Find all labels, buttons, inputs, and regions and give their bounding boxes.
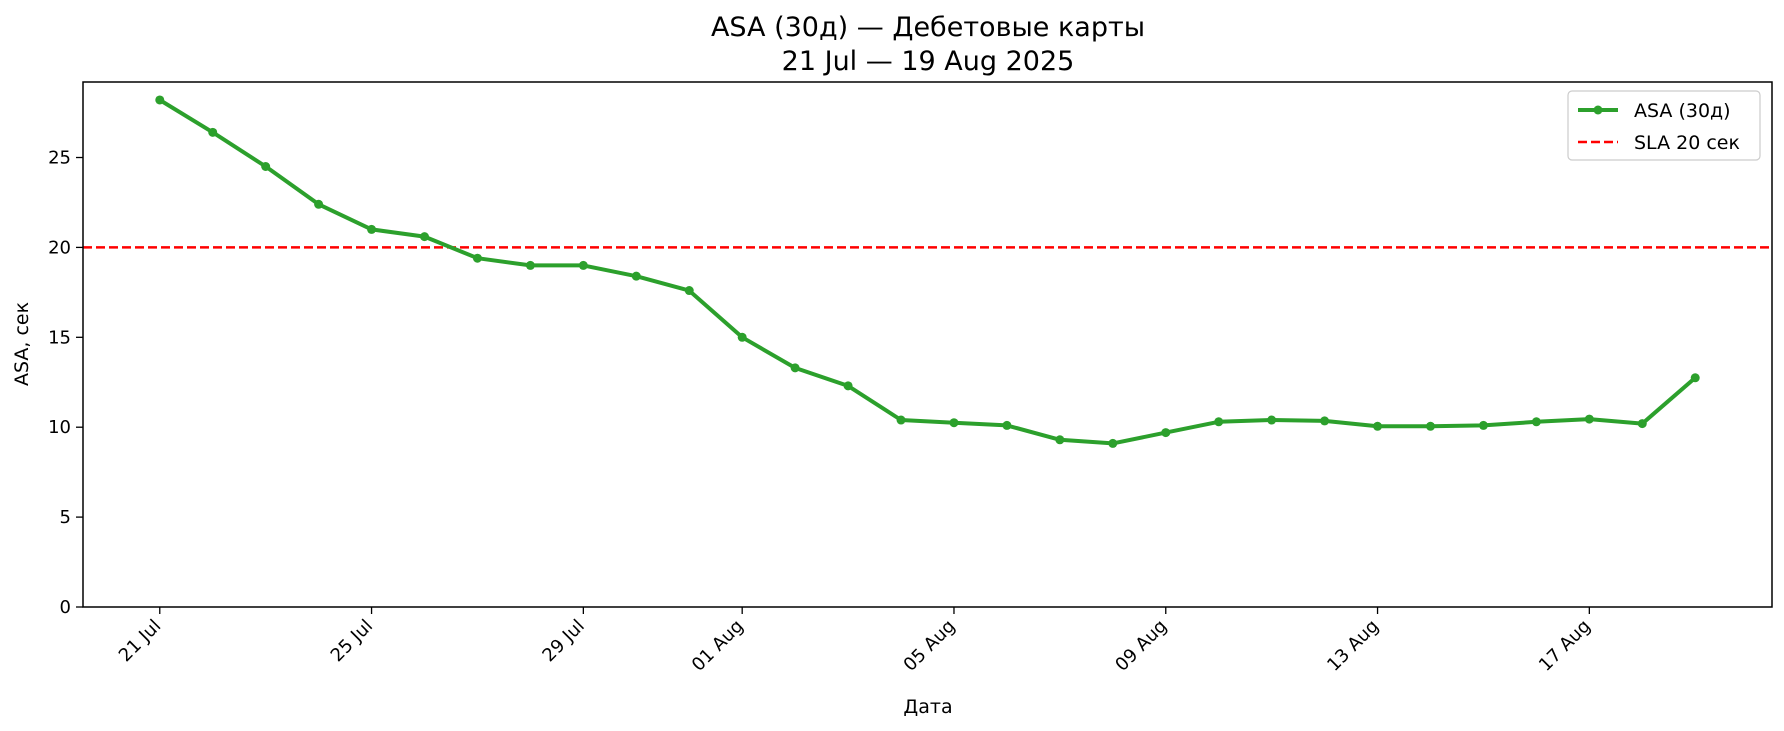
asa-data-point	[631, 271, 641, 281]
x-tick-label: 25 Jul	[327, 616, 377, 666]
y-tick-label: 5	[60, 507, 71, 528]
asa-data-point	[1531, 417, 1541, 427]
asa-data-point	[261, 162, 271, 172]
chart-title: ASA (30д) — Дебетовые карты	[711, 12, 1145, 43]
asa-data-point	[1267, 415, 1277, 425]
x-tick-label: 29 Jul	[538, 616, 588, 666]
asa-data-point	[155, 95, 165, 105]
x-axis-ticks: 21 Jul 25 Jul 29 Jul 01 Aug 05 Aug 09 Aug 13 A…	[115, 607, 1595, 676]
asa-series-line	[157, 98, 1698, 446]
asa-data-point	[1002, 420, 1012, 430]
asa-data-point	[949, 418, 959, 428]
x-tick-label: 21 Jul	[115, 616, 165, 666]
asa-data-point	[1161, 428, 1171, 438]
asa-data-point	[367, 224, 377, 234]
legend: ASA (30д) SLA 20 сек	[1567, 90, 1761, 161]
asa-data-point	[684, 286, 694, 296]
x-tick-label: 01 Aug	[688, 616, 748, 676]
asa-data-point	[1320, 416, 1330, 426]
asa-data-point	[1690, 373, 1700, 383]
asa-data-point	[1637, 419, 1647, 429]
plot-area	[83, 95, 1772, 448]
asa-data-point	[1584, 414, 1594, 424]
asa-data-point	[896, 415, 906, 425]
asa-data-point	[1478, 420, 1488, 430]
asa-data-point	[420, 232, 430, 242]
y-tick-label: 0	[60, 597, 71, 618]
legend-marker-asa	[1593, 105, 1603, 115]
asa-data-point	[843, 381, 853, 391]
y-axis-ticks: 0 5 10 15 20 25	[48, 148, 83, 618]
y-tick-label: 25	[48, 148, 71, 169]
x-tick-label: 09 Aug	[1111, 616, 1171, 676]
asa-data-point	[208, 127, 218, 137]
x-tick-label: 05 Aug	[900, 616, 960, 676]
asa-data-point	[1055, 435, 1065, 445]
y-axis-label: ASA, сек	[11, 302, 33, 386]
chart-subtitle: 21 Jul — 19 Aug 2025	[782, 46, 1075, 77]
asa-data-point	[737, 332, 747, 342]
x-tick-label: 13 Aug	[1323, 616, 1383, 676]
asa-data-point	[314, 199, 324, 209]
asa-data-point	[1108, 438, 1118, 448]
x-tick-label: 17 Aug	[1535, 616, 1595, 676]
asa-data-point	[1214, 417, 1224, 427]
asa-data-point	[1373, 421, 1383, 431]
asa-data-point	[525, 260, 535, 270]
asa-data-point	[1425, 421, 1435, 431]
asa-data-point	[578, 260, 588, 270]
asa-data-point	[472, 253, 482, 263]
y-tick-label: 10	[48, 417, 71, 438]
y-tick-label: 20	[48, 237, 71, 258]
plot-frame	[82, 81, 1773, 608]
y-tick-label: 15	[48, 327, 71, 348]
legend-label-sla: SLA 20 сек	[1634, 132, 1740, 154]
x-axis-label: Дата	[903, 696, 952, 718]
asa-data-point	[790, 363, 800, 373]
legend-label-asa: ASA (30д)	[1634, 100, 1731, 122]
